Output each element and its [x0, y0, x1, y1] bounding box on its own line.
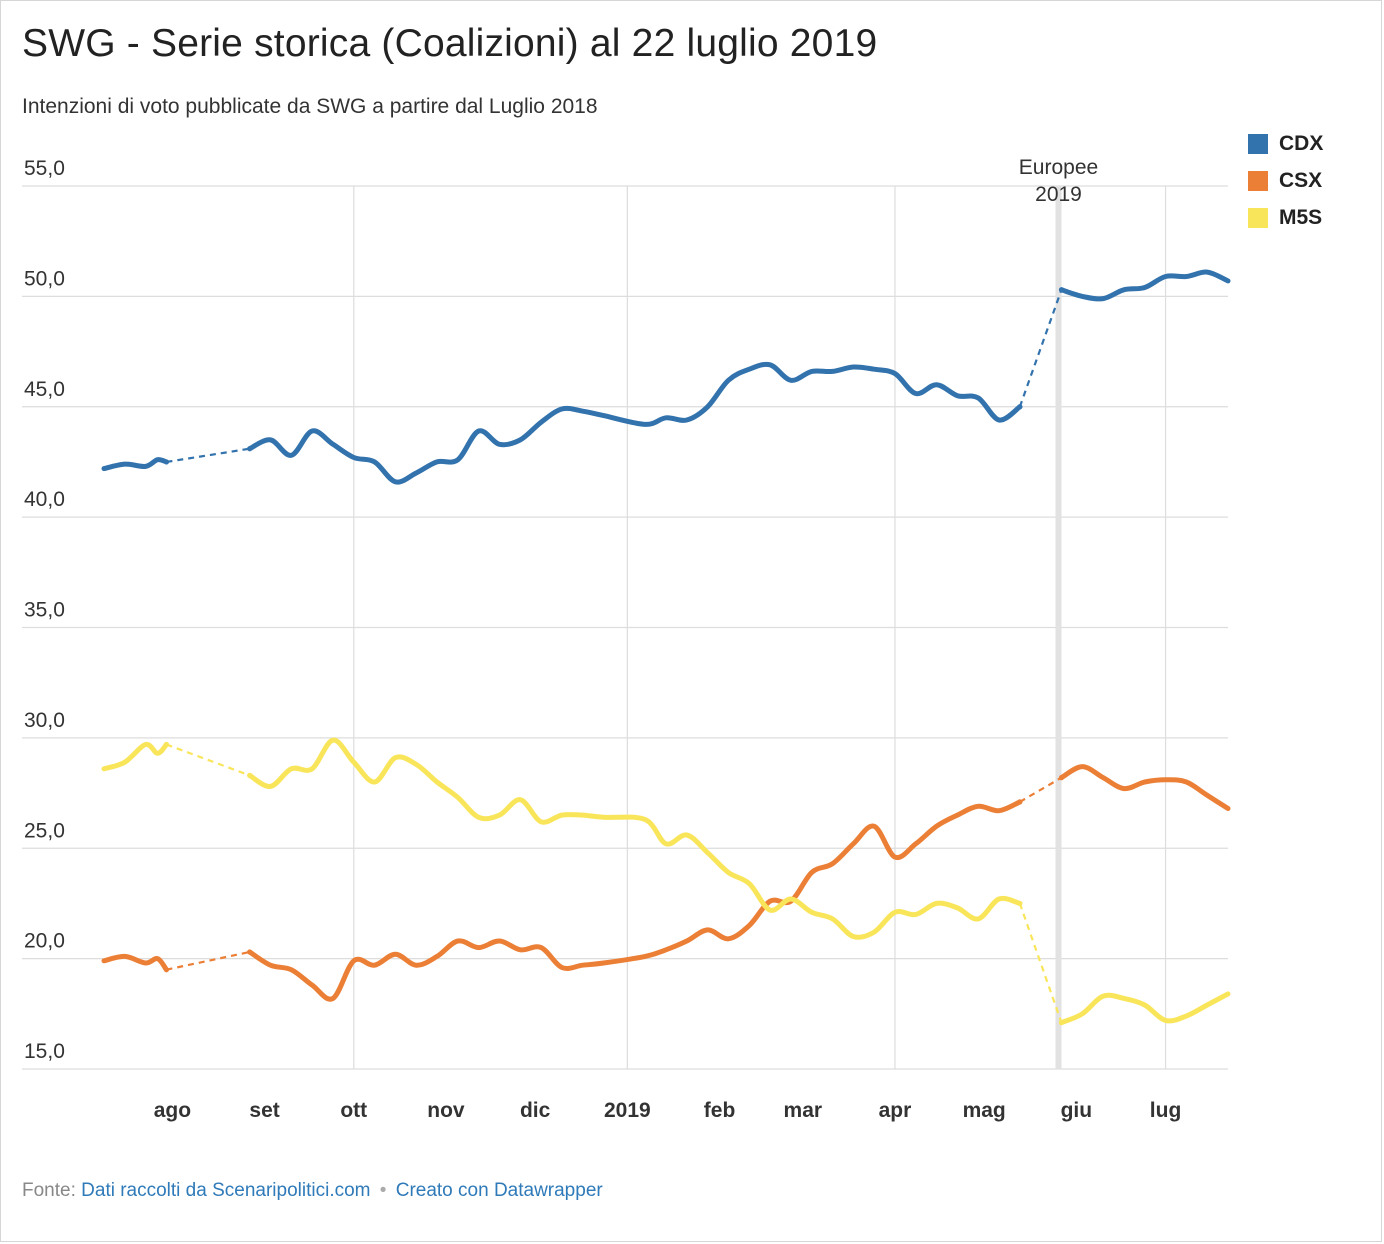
series-gap-cdx — [1018, 289, 1063, 408]
series-gap-csx — [166, 950, 250, 971]
legend-label-cdx: CDX — [1279, 131, 1324, 155]
x-tick-label: set — [249, 1099, 279, 1122]
y-tick-label: 45,0 — [24, 378, 65, 401]
y-tick-label: 20,0 — [24, 930, 65, 953]
series-gap-m5s — [1018, 903, 1063, 1024]
x-tick-label: apr — [879, 1099, 912, 1122]
footer-source-link[interactable]: Dati raccolti da Scenaripolitici.com — [81, 1180, 371, 1201]
y-tick-label: 50,0 — [24, 267, 65, 290]
chart-title: SWG - Serie storica (Coalizioni) al 22 l… — [22, 22, 878, 65]
legend-swatch-cdx — [1248, 133, 1268, 154]
series-point-csx — [163, 967, 170, 973]
legend-item-csx[interactable]: CSX — [1248, 162, 1323, 199]
footer-source-prefix: Fonte: — [22, 1180, 76, 1201]
legend-item-m5s[interactable]: M5S — [1248, 199, 1323, 236]
series-gap-m5s — [166, 743, 251, 777]
y-tick-label: 55,0 — [24, 157, 65, 180]
series-point-csx — [1058, 775, 1065, 781]
y-tick-label: 40,0 — [24, 488, 65, 511]
annotation-label: 2019 — [1035, 183, 1082, 206]
series-point-cdx — [1058, 287, 1065, 293]
series-gap-csx — [1019, 776, 1063, 803]
series-point-cdx — [1017, 404, 1023, 410]
europee-annotation: Europee 2019 — [1019, 156, 1098, 1069]
annotation-band — [1055, 186, 1062, 1069]
line-chart: Europee 2019 15,0 20,0 25,0 30,0 35,0 40,0 45,0… — [22, 156, 1231, 1122]
series-line-cdx — [247, 361, 1023, 485]
series-point-cdx — [163, 459, 170, 465]
legend-label-csx: CSX — [1279, 168, 1323, 192]
series-point-m5s — [1058, 1020, 1065, 1026]
x-tick-label: lug — [1150, 1099, 1182, 1122]
x-tick-label: ott — [340, 1099, 367, 1122]
y-axis: 15,0 20,0 25,0 30,0 35,0 40,0 45,0 50,0 55,0 — [24, 157, 65, 1063]
x-tick-label: nov — [427, 1099, 465, 1122]
legend-item-cdx[interactable]: CDX — [1248, 125, 1323, 162]
x-axis: ago set ott nov dic 2019 feb mar apr mag giu lug — [154, 1099, 1182, 1122]
series-line-csx — [247, 799, 1023, 1002]
series-line-m5s — [1059, 991, 1231, 1026]
x-tick-label: dic — [520, 1099, 551, 1122]
series-point-csx — [1017, 799, 1023, 805]
series-lines — [101, 269, 1231, 1026]
series-point-m5s — [1017, 900, 1023, 907]
series-line-csx — [101, 953, 169, 973]
x-tick-label: mag — [963, 1099, 1006, 1122]
series-point-m5s — [247, 772, 253, 779]
series-point-m5s — [163, 741, 170, 748]
x-tick-label: feb — [704, 1099, 736, 1122]
x-tick-label: giu — [1061, 1099, 1093, 1122]
series-gap-cdx — [166, 447, 250, 464]
series-point-cdx — [247, 446, 253, 452]
series-point-csx — [247, 949, 253, 955]
series-line-m5s — [247, 737, 1023, 940]
series-line-csx — [1059, 764, 1231, 811]
x-tick-label: ago — [154, 1099, 191, 1122]
y-tick-label: 15,0 — [24, 1040, 65, 1063]
legend-swatch-csx — [1248, 170, 1268, 191]
x-tick-label: 2019 — [604, 1099, 651, 1122]
y-tick-label: 35,0 — [24, 599, 65, 622]
footer-separator: • — [379, 1180, 387, 1201]
legend-label-m5s: M5S — [1279, 205, 1323, 229]
gridlines — [22, 185, 1228, 1070]
legend-swatch-m5s — [1248, 207, 1268, 228]
series-line-cdx — [1059, 269, 1231, 302]
series-line-m5s — [101, 741, 169, 772]
y-tick-label: 30,0 — [24, 709, 65, 732]
series-line-cdx — [101, 457, 169, 472]
x-tick-label: mar — [784, 1099, 823, 1122]
footer-credit-link[interactable]: Creato con Datawrapper — [395, 1180, 603, 1201]
y-tick-label: 25,0 — [24, 819, 65, 842]
chart-subtitle: Intenzioni di voto pubblicate da SWG a p… — [22, 95, 598, 118]
legend: CDX CSX M5S — [1248, 125, 1323, 236]
footer: Fonte: Dati raccolti da Scenaripolitici.… — [22, 1180, 603, 1202]
annotation-label: Europee — [1019, 156, 1098, 179]
